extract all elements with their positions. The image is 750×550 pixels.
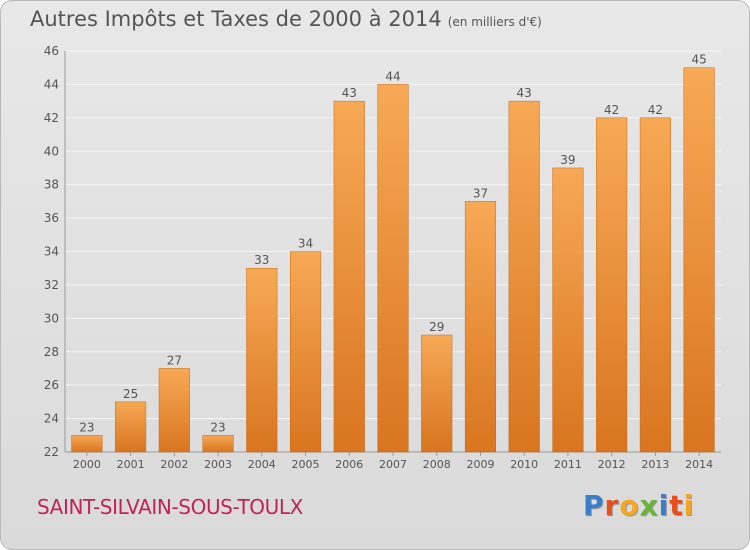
value-label: 42	[604, 103, 619, 117]
value-label: 29	[429, 320, 444, 334]
value-label: 44	[385, 69, 400, 83]
logo-letter: t	[669, 489, 684, 522]
commune-name: SAINT-SILVAIN-SOUS-TOULX	[37, 495, 303, 519]
chart-title: Autres Impôts et Taxes de 2000 à 2014 (en…	[30, 7, 542, 31]
value-label: 45	[691, 53, 706, 67]
y-tick-label: 40	[44, 144, 59, 158]
chart-subtitle: (en milliers d'€)	[447, 15, 542, 29]
x-tick-label: 2008	[423, 458, 451, 471]
bar-2008	[421, 334, 453, 453]
x-tick-label: 2006	[335, 458, 363, 471]
x-tick-label: 2003	[204, 458, 232, 471]
bar-2001	[115, 401, 147, 453]
x-tick-label: 2007	[379, 458, 407, 471]
y-tick-label: 28	[44, 345, 59, 359]
bar-2009	[464, 201, 497, 453]
y-tick-label: 36	[44, 211, 59, 225]
y-tick-label: 30	[44, 311, 59, 325]
x-tick-label: 2011	[554, 458, 582, 471]
value-label: 33	[254, 253, 269, 267]
bar-2004	[246, 267, 278, 453]
value-label: 43	[342, 86, 357, 100]
proxiti-logo: Proxiti	[583, 489, 694, 522]
y-tick-label: 22	[44, 445, 59, 459]
y-tick-label: 26	[44, 378, 59, 392]
x-tick-label: 2010	[510, 458, 538, 471]
bar-2007	[377, 84, 409, 453]
bar-2014	[683, 67, 715, 453]
bar-2005	[289, 251, 322, 453]
value-label: 39	[560, 153, 575, 167]
value-label: 23	[79, 420, 94, 434]
bar-2002	[158, 368, 190, 453]
x-tick-label: 2013	[641, 458, 669, 471]
bar-2012	[596, 117, 628, 453]
bar-2011	[552, 167, 584, 453]
logo-letter: i	[683, 489, 695, 522]
value-label: 23	[210, 420, 225, 434]
value-label: 37	[473, 186, 488, 200]
bar-2010	[508, 100, 540, 453]
bar-2013	[639, 117, 671, 453]
y-tick-label: 38	[44, 178, 59, 192]
x-tick-label: 2002	[160, 458, 188, 471]
y-tick-label: 46	[44, 44, 59, 58]
bar-2003	[202, 435, 234, 453]
x-tick-label: 2014	[685, 458, 713, 471]
logo-letter: r	[604, 489, 620, 522]
y-tick-label: 44	[44, 77, 59, 91]
bar-2000	[71, 435, 103, 453]
x-tick-label: 2009	[466, 458, 494, 471]
bar-2006	[333, 100, 365, 453]
value-label: 42	[648, 103, 663, 117]
logo-letter: o	[619, 489, 640, 522]
value-label: 25	[123, 387, 138, 401]
chart-title-text: Autres Impôts et Taxes de 2000 à 2014	[30, 7, 442, 31]
y-tick-label: 32	[44, 278, 59, 292]
y-tick-label: 24	[44, 412, 59, 426]
value-label: 34	[298, 237, 313, 251]
x-tick-label: 2001	[117, 458, 145, 471]
logo-letter: i	[658, 489, 670, 522]
x-tick-label: 2000	[73, 458, 101, 471]
value-label: 43	[517, 86, 532, 100]
bars	[71, 67, 715, 453]
x-tick-label: 2004	[248, 458, 276, 471]
x-tick-label: 2005	[292, 458, 320, 471]
x-tick-label: 2012	[598, 458, 626, 471]
logo-letter: x	[639, 489, 659, 522]
value-label: 27	[167, 353, 182, 367]
y-tick-label: 42	[44, 111, 59, 125]
value-labels: 23 25 27 23 33 34 43 44 29 37 43 39 42 42 45	[79, 53, 707, 435]
y-tick-label: 34	[44, 245, 59, 259]
logo-letter: P	[583, 489, 605, 522]
